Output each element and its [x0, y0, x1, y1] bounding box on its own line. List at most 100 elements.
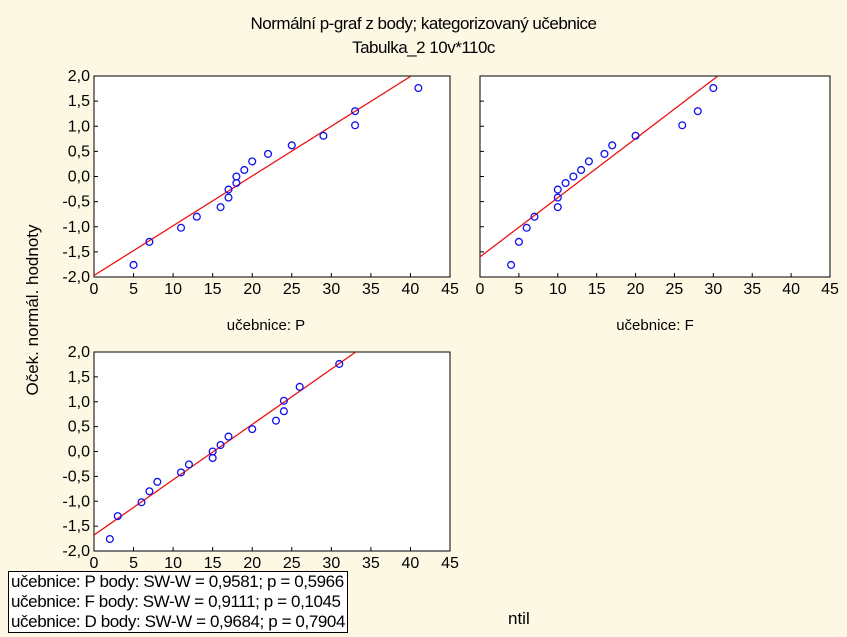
y-tick-label: 1,5 [68, 369, 90, 386]
data-point [240, 165, 249, 175]
plot-frame-1 [479, 75, 831, 278]
chart-subtitle: Tabulka_2 10v*110c [352, 38, 495, 57]
stats-line-d: učebnice: D body: SW-W = 0,9684; p = 0,7… [11, 612, 346, 631]
data-point [248, 425, 257, 434]
x-tick-label: 15 [204, 281, 222, 298]
x-tick-label: 35 [362, 555, 380, 572]
y-tick-label: 0,5 [68, 419, 90, 436]
y-tick-label: -1,5 [62, 244, 90, 261]
y-tick-label: -1,5 [62, 518, 90, 535]
data-point [693, 107, 702, 116]
data-point [414, 84, 423, 93]
data-point [192, 212, 201, 221]
data-point [608, 141, 617, 150]
x-tick-label: 45 [821, 281, 839, 298]
data-point [287, 141, 296, 150]
panel-plot-f: 0 5 10 15 20 25 30 35 40 45 učebnice: F [476, 75, 839, 334]
x-tick-label: 20 [243, 281, 261, 298]
data-point [553, 185, 562, 194]
x-tick-label: 5 [514, 281, 523, 298]
stats-tail-text: ntil [508, 609, 530, 628]
data-point [279, 396, 288, 405]
x-tick-label: 40 [402, 555, 420, 572]
data-point [232, 172, 241, 181]
data-point [678, 121, 687, 130]
data-point [216, 203, 225, 212]
stats-line-p: učebnice: P body: SW-W = 0,9581; p = 0,5… [11, 572, 344, 591]
data-point [600, 149, 609, 158]
data-point [224, 185, 233, 194]
x-tick-label: 20 [243, 555, 261, 572]
x-tick-label: 40 [402, 281, 420, 298]
data-point [105, 535, 114, 544]
data-point [553, 193, 562, 202]
panel-label: učebnice: F [616, 317, 694, 334]
x-tick-label: 0 [90, 281, 99, 298]
x-tick-label: 30 [322, 281, 340, 298]
data-point [145, 487, 154, 496]
x-tick-label: 0 [476, 281, 485, 298]
data-point [351, 121, 360, 130]
x-tick-label: 10 [164, 281, 182, 298]
y-tick-label: 1,5 [68, 93, 90, 110]
x-tick-label: 5 [129, 555, 138, 572]
x-tick-label: 30 [322, 555, 340, 572]
y-tick-label: -1,0 [62, 219, 90, 236]
y-tick-label: -0,5 [62, 194, 90, 211]
x-tick-label: 15 [204, 555, 222, 572]
stats-legend: učebnice: P body: SW-W = 0,9581; p = 0,5… [8, 571, 349, 633]
x-tick-label: 10 [164, 555, 182, 572]
y-tick-label: -1,0 [62, 493, 90, 510]
plot-frame-0 [93, 75, 451, 278]
x-tick-label: 45 [441, 555, 459, 572]
y-tick-label: 0,5 [68, 143, 90, 160]
x-tick-label: 25 [283, 555, 301, 572]
x-tick-label: 45 [441, 281, 459, 298]
data-point [113, 512, 122, 521]
y-tick-label: 2,0 [68, 68, 90, 85]
data-point [271, 416, 281, 425]
x-tick-label: 30 [704, 281, 722, 298]
data-point [351, 107, 360, 116]
y-tick-label: 1,0 [68, 394, 90, 411]
panel-plot-d: 0 5 10 15 20 25 30 35 40 45 -2,0 -1,5 -1,0 -0,5 0,0 0,5… [62, 344, 459, 572]
data-point [335, 359, 344, 368]
x-tick-label: 15 [588, 281, 606, 298]
y-tick-label: 0,0 [68, 169, 90, 186]
data-point [584, 157, 593, 166]
fit-line [480, 76, 718, 258]
data-point [295, 382, 304, 391]
data-point [279, 407, 288, 416]
y-tick-label: 0,0 [68, 444, 90, 461]
plot-frame-2 [93, 351, 451, 552]
panel-plot-p: 0 5 10 15 20 25 30 35 40 45 -2,0 -1,5 -1,0 -0,5 0,0 0,5… [62, 68, 459, 334]
x-tick-label: 35 [362, 281, 380, 298]
data-point [224, 432, 233, 441]
data-point [248, 157, 257, 166]
data-point [137, 498, 146, 507]
chart-title: Normální p-graf z body; kategorizovaný u… [250, 14, 597, 33]
y-tick-label: 1,0 [68, 118, 90, 135]
data-point [263, 149, 273, 158]
x-tick-label: 35 [743, 281, 761, 298]
x-tick-label: 25 [666, 281, 684, 298]
data-point [553, 203, 562, 212]
fit-line [94, 352, 356, 536]
x-tick-label: 5 [129, 281, 138, 298]
x-tick-label: 40 [782, 281, 800, 298]
x-tick-label: 20 [627, 281, 645, 298]
x-tick-label: 25 [283, 281, 301, 298]
data-point [569, 172, 578, 181]
x-tick-label: 10 [549, 281, 567, 298]
y-tick-label: -2,0 [62, 543, 90, 560]
data-point [631, 131, 640, 140]
data-point [530, 212, 539, 221]
y-tick-label: -2,0 [62, 269, 90, 286]
data-point [224, 193, 233, 202]
data-point [208, 447, 217, 456]
stats-line-f: učebnice: F body: SW-W = 0,9111; p = 0,1… [11, 592, 341, 611]
data-point [709, 84, 718, 93]
x-tick-label: 0 [90, 555, 99, 572]
data-point [176, 223, 186, 232]
